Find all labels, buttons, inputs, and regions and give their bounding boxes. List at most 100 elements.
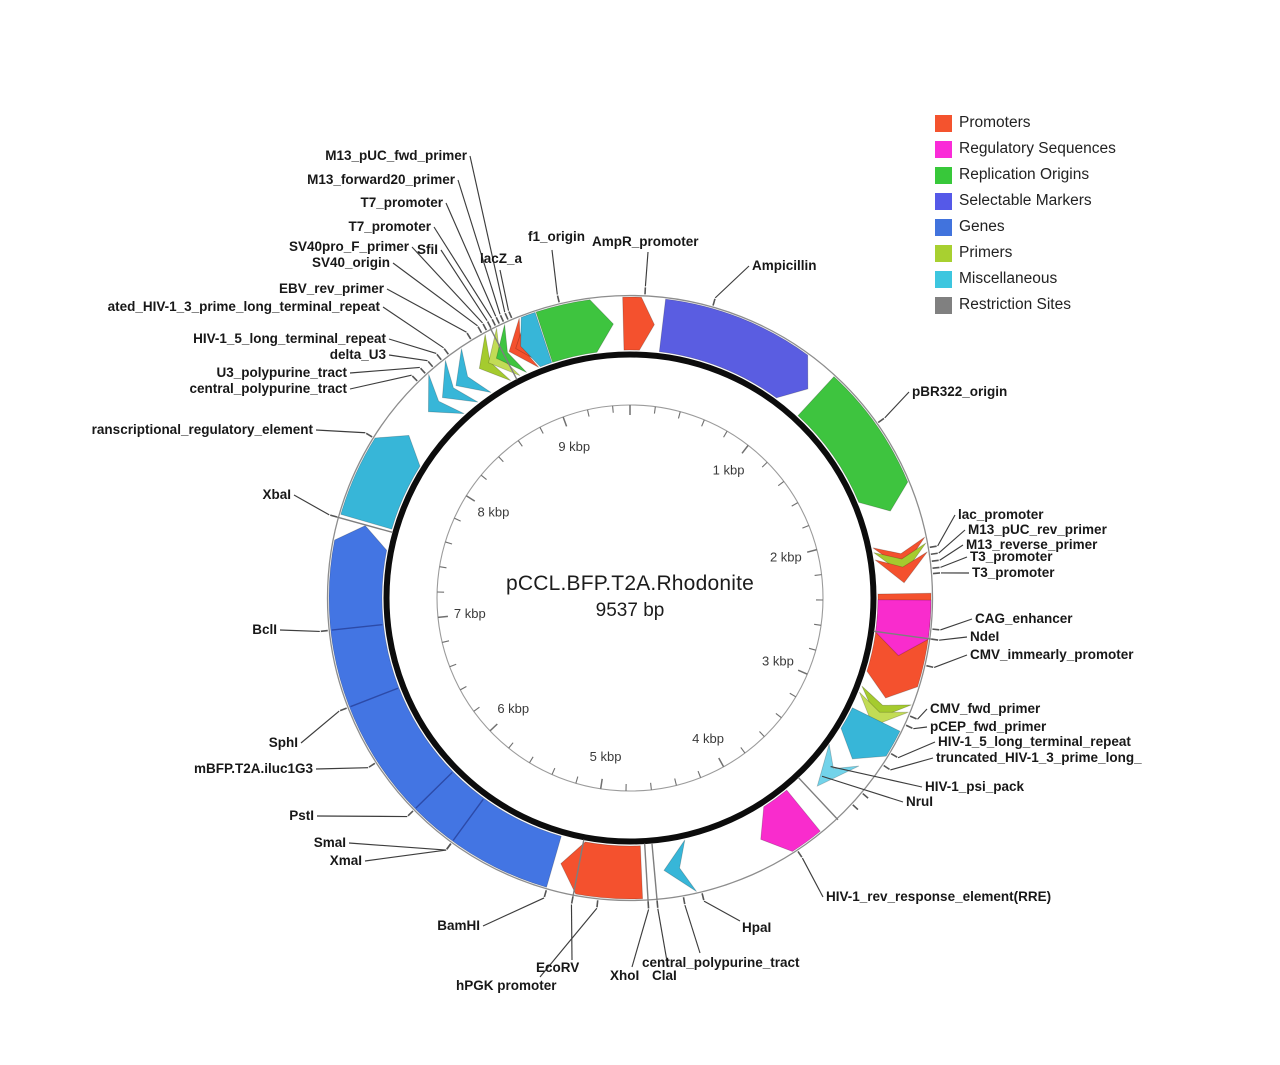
feature-label-cmv-fwd-primer: CMV_fwd_primer xyxy=(930,701,1041,716)
anchor-tick xyxy=(447,844,451,850)
feature-ampr-promoter[interactable] xyxy=(623,297,655,350)
leader-line xyxy=(715,266,749,298)
feature-label-clai: ClaI xyxy=(652,968,677,983)
anchor-tick xyxy=(683,897,684,904)
leader-line xyxy=(571,904,572,960)
feature-label-m13-puc-rev-primer: M13_pUC_rev_primer xyxy=(968,522,1108,537)
scale-tick xyxy=(576,777,578,784)
leader-line xyxy=(301,711,339,743)
leader-line xyxy=(552,250,557,295)
feature-central-polypurine-tract[interactable] xyxy=(664,840,697,892)
scale-tick xyxy=(445,542,452,544)
feature-label-pcep-fwd-primer: pCEP_fwd_primer xyxy=(930,719,1047,734)
feature-label-bcli: BclI xyxy=(252,622,277,637)
feature-label-central-polypurine-tract: central_polypurine_tract xyxy=(189,381,347,396)
leader-line xyxy=(350,367,420,373)
anchor-tick xyxy=(558,296,560,303)
leader-line xyxy=(940,545,963,560)
feature-label-hiv-1-5-long-terminal-repeat: HIV-1_5_long_terminal_repeat xyxy=(938,734,1131,749)
leader-line xyxy=(685,905,700,953)
feature-label-t7-promoter: T7_promoter xyxy=(360,195,443,210)
scale-tick xyxy=(440,567,447,568)
scale-tick xyxy=(442,641,449,643)
scale-tick xyxy=(460,687,466,690)
anchor-tick xyxy=(853,805,858,810)
kbp-label: 4 kbp xyxy=(692,731,724,746)
leader-line xyxy=(939,637,967,640)
anchor-tick xyxy=(505,313,508,319)
anchor-tick xyxy=(906,725,912,728)
scale-tick xyxy=(529,757,533,763)
feature-label-mbfp-t2a-iluc1g3: mBFP.T2A.iluc1G3 xyxy=(194,761,314,776)
leader-line xyxy=(458,180,500,314)
anchor-tick xyxy=(408,811,413,816)
feature-label-xbai: XbaI xyxy=(262,487,291,502)
scale-tick xyxy=(499,457,504,462)
anchor-tick xyxy=(428,361,433,366)
feature-pbr322-origin[interactable] xyxy=(798,377,908,511)
legend-label: Restriction Sites xyxy=(959,296,1071,314)
feature-transcriptional-regulatory-element[interactable] xyxy=(341,435,420,529)
scale-tick xyxy=(651,783,652,790)
legend-label: Replication Origins xyxy=(959,166,1089,184)
scale-tick xyxy=(450,664,457,666)
scale-tick xyxy=(741,747,745,753)
leader-line xyxy=(294,495,329,515)
feature-label-sfii: SfiI xyxy=(417,242,438,257)
feature-label-truncated-hiv-1-3-prime-long: truncated_HIV-1_3_prime_long_ xyxy=(936,750,1142,765)
scale-tick xyxy=(724,431,728,437)
feature-label-ated-hiv-1-3-prime-long-terminal-repeat: ated_HIV-1_3_prime_long_terminal_repeat xyxy=(108,299,381,314)
kbp-label: 2 kbp xyxy=(770,550,802,565)
scale-tick xyxy=(809,648,816,650)
scale-tick xyxy=(518,441,522,447)
anchor-tick xyxy=(369,763,375,767)
feature-label-central-polypurine-tract: central_polypurine_tract xyxy=(642,955,800,970)
anchor-tick xyxy=(933,573,940,574)
anchor-tick xyxy=(572,897,573,904)
feature-hpgk-promoter[interactable] xyxy=(561,842,643,899)
legend-swatch-restriction xyxy=(935,297,952,314)
scale-tick xyxy=(438,616,448,617)
anchor-tick xyxy=(702,893,704,900)
scale-tick xyxy=(815,575,822,576)
legend-label: Primers xyxy=(959,244,1012,262)
anchor-tick xyxy=(500,315,503,321)
leader-line xyxy=(885,392,909,418)
scale-tick xyxy=(790,693,796,697)
legend-item-regulatory: Regulatory Sequences xyxy=(935,136,1116,162)
anchor-tick xyxy=(657,901,658,908)
feature-label-hpai: HpaI xyxy=(742,920,771,935)
feature-label-ampicillin: Ampicillin xyxy=(752,258,817,273)
feature-label-ampr-promoter: AmpR_promoter xyxy=(592,234,699,249)
legend-swatch-gene xyxy=(935,219,952,236)
leader-line xyxy=(940,557,967,567)
legend-label: Selectable Markers xyxy=(959,192,1092,210)
legend-item-restriction: Restriction Sites xyxy=(935,292,1116,318)
anchor-tick xyxy=(932,560,939,561)
leader-line xyxy=(387,289,467,332)
scale-tick xyxy=(776,713,781,717)
feature-label-xhoi: XhoI xyxy=(610,968,639,983)
leader-line xyxy=(350,375,412,389)
anchor-tick xyxy=(863,794,868,799)
feature-label-sv40-origin: SV40_origin xyxy=(312,255,390,270)
leader-line xyxy=(500,270,509,311)
legend-item-selectable: Selectable Markers xyxy=(935,188,1116,214)
anchor-tick xyxy=(931,639,938,640)
leader-line xyxy=(940,619,972,630)
leader-line xyxy=(349,843,446,850)
anchor-tick xyxy=(878,418,884,422)
scale-tick xyxy=(654,407,655,414)
feature-label-hiv-1-psi-pack: HIV-1_psi_pack xyxy=(925,779,1025,794)
anchor-tick xyxy=(321,631,328,632)
site-clai xyxy=(652,843,657,901)
leader-line xyxy=(389,355,428,361)
anchor-tick xyxy=(932,629,939,630)
anchor-tick xyxy=(926,666,933,668)
anchor-tick xyxy=(798,851,802,857)
scale-tick xyxy=(601,779,603,789)
leader-line xyxy=(890,758,933,770)
scale-tick xyxy=(613,406,614,413)
scale-tick xyxy=(802,526,808,529)
